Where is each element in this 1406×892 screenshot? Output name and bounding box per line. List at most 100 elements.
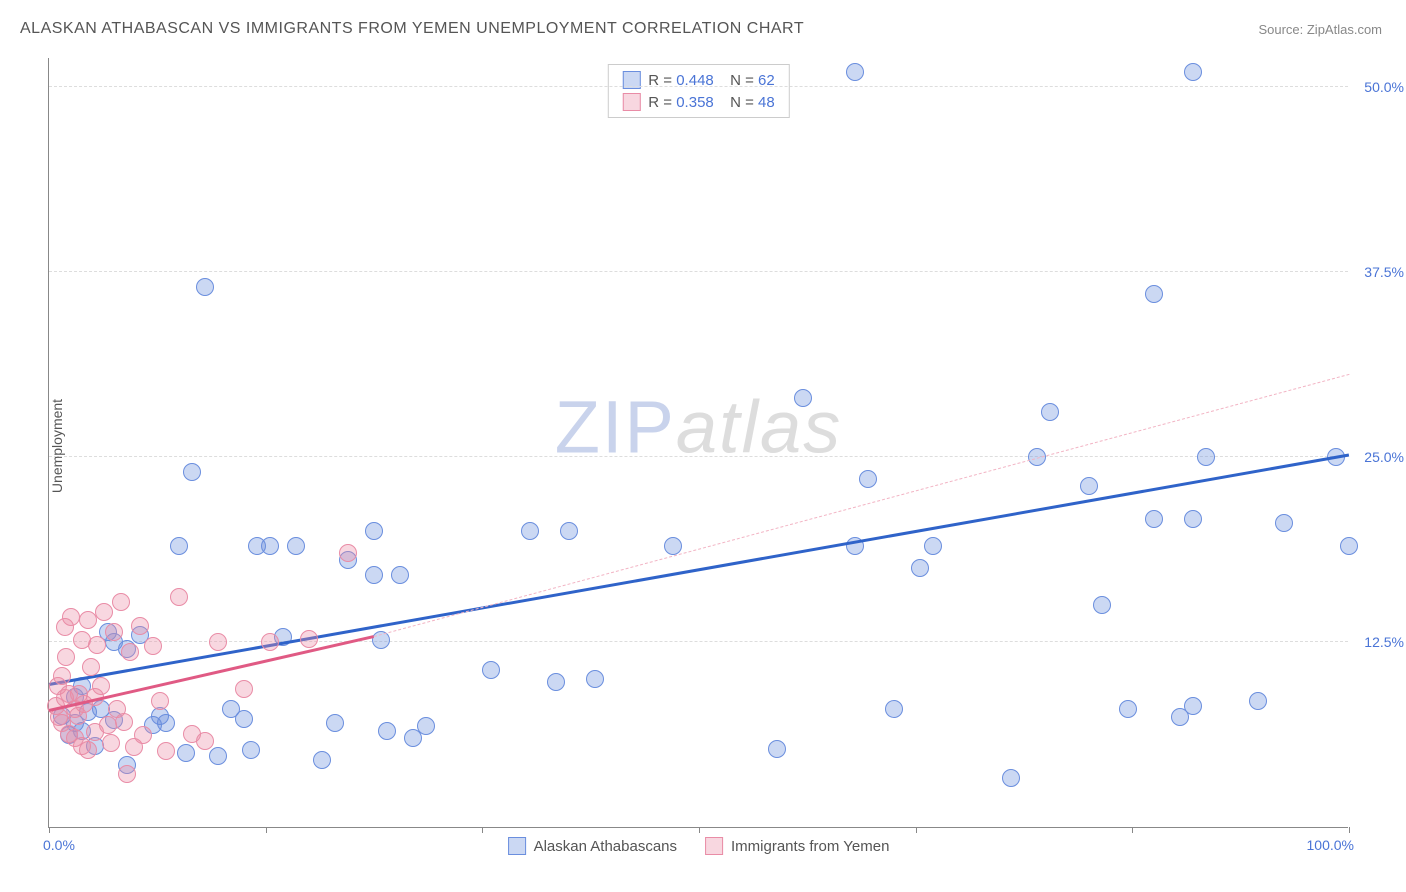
scatter-point bbox=[1145, 510, 1163, 528]
scatter-point bbox=[768, 740, 786, 758]
scatter-point bbox=[196, 278, 214, 296]
scatter-point bbox=[586, 670, 604, 688]
x-tick bbox=[482, 827, 483, 833]
scatter-point bbox=[365, 522, 383, 540]
gridline bbox=[49, 86, 1348, 87]
scatter-point bbox=[313, 751, 331, 769]
scatter-point bbox=[287, 537, 305, 555]
x-tick bbox=[266, 827, 267, 833]
scatter-point bbox=[242, 741, 260, 759]
scatter-point bbox=[547, 673, 565, 691]
scatter-point bbox=[300, 630, 318, 648]
scatter-point bbox=[99, 716, 117, 734]
x-axis-min-label: 0.0% bbox=[43, 837, 75, 853]
legend-swatch-blue bbox=[508, 837, 526, 855]
scatter-point bbox=[131, 617, 149, 635]
scatter-point bbox=[235, 680, 253, 698]
gridline bbox=[49, 641, 1348, 642]
scatter-point bbox=[151, 692, 169, 710]
scatter-point bbox=[1197, 448, 1215, 466]
scatter-point bbox=[378, 722, 396, 740]
scatter-point bbox=[62, 608, 80, 626]
gridline bbox=[49, 456, 1348, 457]
x-tick bbox=[1349, 827, 1350, 833]
y-tick-label: 25.0% bbox=[1354, 449, 1404, 465]
scatter-point bbox=[1184, 697, 1202, 715]
scatter-point bbox=[134, 726, 152, 744]
trend-line bbox=[49, 454, 1350, 686]
scatter-point bbox=[170, 588, 188, 606]
scatter-point bbox=[417, 717, 435, 735]
legend-label-1: Immigrants from Yemen bbox=[731, 838, 889, 855]
scatter-point bbox=[177, 744, 195, 762]
scatter-point bbox=[196, 732, 214, 750]
trend-line bbox=[374, 374, 1349, 637]
scatter-point bbox=[183, 463, 201, 481]
scatter-point bbox=[88, 636, 106, 654]
chart-container: ALASKAN ATHABASCAN VS IMMIGRANTS FROM YE… bbox=[0, 0, 1406, 892]
plot-area: ZIPatlas R = 0.448 N = 62 R = 0.358 N = … bbox=[48, 58, 1348, 828]
x-tick bbox=[1132, 827, 1133, 833]
stat-n-label: N = 48 bbox=[722, 94, 775, 111]
scatter-point bbox=[664, 537, 682, 555]
legend-swatch-pink bbox=[705, 837, 723, 855]
scatter-point bbox=[1080, 477, 1098, 495]
scatter-point bbox=[1184, 63, 1202, 81]
scatter-point bbox=[102, 734, 120, 752]
scatter-point bbox=[1275, 514, 1293, 532]
scatter-point bbox=[118, 765, 136, 783]
scatter-point bbox=[121, 643, 139, 661]
scatter-point bbox=[209, 747, 227, 765]
y-tick-label: 50.0% bbox=[1354, 79, 1404, 95]
scatter-point bbox=[1340, 537, 1358, 555]
legend-stats-row-0: R = 0.448 N = 62 bbox=[618, 69, 778, 91]
scatter-point bbox=[1041, 403, 1059, 421]
x-tick bbox=[916, 827, 917, 833]
scatter-point bbox=[92, 677, 110, 695]
legend-swatch-pink bbox=[622, 93, 640, 111]
legend-label-0: Alaskan Athabascans bbox=[534, 838, 677, 855]
legend-bottom: Alaskan Athabascans Immigrants from Yeme… bbox=[508, 837, 890, 855]
scatter-point bbox=[53, 667, 71, 685]
stat-n-value-1: 48 bbox=[758, 94, 775, 111]
scatter-point bbox=[112, 593, 130, 611]
scatter-point bbox=[170, 537, 188, 555]
scatter-point bbox=[157, 742, 175, 760]
scatter-point bbox=[911, 559, 929, 577]
scatter-point bbox=[115, 713, 133, 731]
scatter-point bbox=[339, 544, 357, 562]
scatter-point bbox=[885, 700, 903, 718]
scatter-point bbox=[482, 661, 500, 679]
scatter-point bbox=[209, 633, 227, 651]
scatter-point bbox=[560, 522, 578, 540]
scatter-point bbox=[157, 714, 175, 732]
source-label: Source: ZipAtlas.com bbox=[1258, 22, 1382, 37]
scatter-point bbox=[794, 389, 812, 407]
scatter-point bbox=[924, 537, 942, 555]
scatter-point bbox=[1249, 692, 1267, 710]
scatter-point bbox=[1119, 700, 1137, 718]
scatter-point bbox=[846, 63, 864, 81]
legend-stats: R = 0.448 N = 62 R = 0.358 N = 48 bbox=[607, 64, 789, 118]
scatter-point bbox=[365, 566, 383, 584]
scatter-point bbox=[79, 741, 97, 759]
legend-item-0: Alaskan Athabascans bbox=[508, 837, 677, 855]
y-tick-label: 12.5% bbox=[1354, 634, 1404, 650]
scatter-point bbox=[1002, 769, 1020, 787]
chart-title: ALASKAN ATHABASCAN VS IMMIGRANTS FROM YE… bbox=[20, 20, 804, 38]
stat-r-label: R = 0.358 bbox=[648, 94, 713, 111]
x-tick bbox=[699, 827, 700, 833]
scatter-point bbox=[521, 522, 539, 540]
scatter-point bbox=[144, 637, 162, 655]
scatter-point bbox=[1145, 285, 1163, 303]
scatter-point bbox=[391, 566, 409, 584]
scatter-point bbox=[82, 658, 100, 676]
scatter-point bbox=[95, 603, 113, 621]
scatter-point bbox=[57, 648, 75, 666]
scatter-point bbox=[235, 710, 253, 728]
scatter-point bbox=[105, 623, 123, 641]
y-tick-label: 37.5% bbox=[1354, 264, 1404, 280]
legend-item-1: Immigrants from Yemen bbox=[705, 837, 889, 855]
scatter-point bbox=[859, 470, 877, 488]
scatter-point bbox=[326, 714, 344, 732]
